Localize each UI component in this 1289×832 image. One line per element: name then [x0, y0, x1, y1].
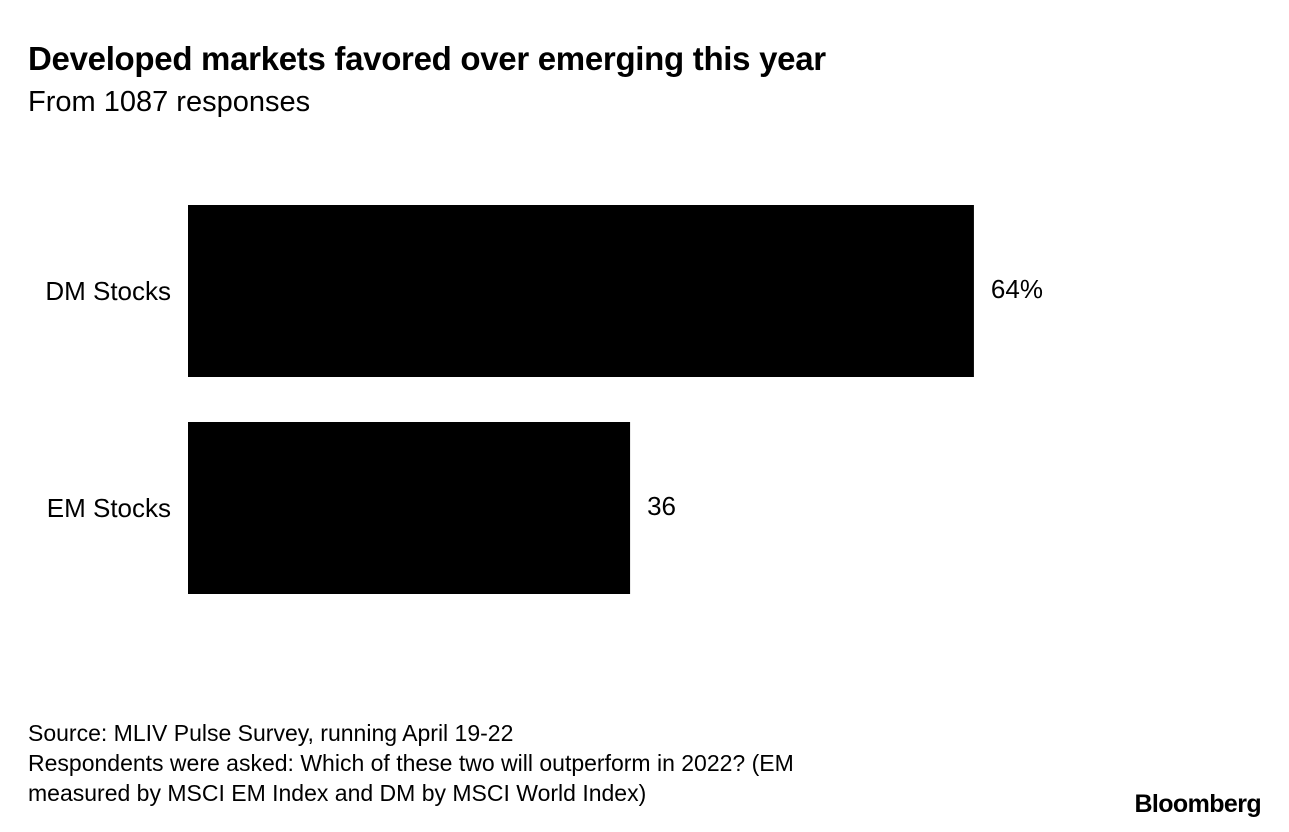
bar-chart: DM Stocks 64% EM Stocks 36 — [45, 205, 1043, 594]
footnote-source: Source: MLIV Pulse Survey, running April… — [28, 720, 514, 746]
bloomberg-logo: Bloomberg — [1134, 790, 1261, 818]
footnote: Source: MLIV Pulse Survey, running April… — [28, 718, 794, 808]
chart-subtitle: From 1087 responses — [28, 86, 311, 118]
footnote-question-line-1: Respondents were asked: Which of these t… — [28, 750, 794, 776]
chart-title: Developed markets favored over emerging … — [28, 40, 826, 77]
value-label: 36 — [647, 491, 676, 521]
bar-em-stocks — [188, 422, 631, 594]
category-label: DM Stocks — [45, 276, 171, 306]
footnote-question-line-2: measured by MSCI EM Index and DM by MSCI… — [28, 780, 647, 806]
category-label: EM Stocks — [47, 493, 171, 523]
value-label: 64% — [991, 274, 1043, 304]
bar-dm-stocks — [188, 205, 974, 377]
